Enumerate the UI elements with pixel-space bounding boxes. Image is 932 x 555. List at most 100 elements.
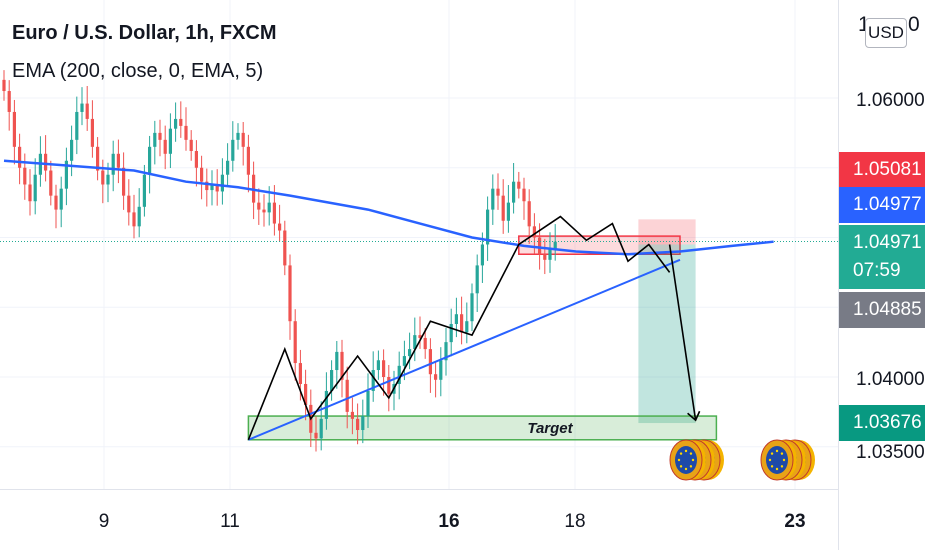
target-price-tag: 1.03676 bbox=[839, 405, 925, 441]
candle-body bbox=[49, 170, 53, 196]
star-icon bbox=[684, 467, 688, 471]
candle-body bbox=[387, 377, 391, 394]
candle-body bbox=[522, 188, 526, 202]
candle-body bbox=[382, 360, 386, 377]
candle-body bbox=[361, 416, 365, 431]
candle-body bbox=[434, 374, 438, 380]
candle-body bbox=[90, 118, 94, 147]
candle-body bbox=[111, 153, 115, 175]
candle-body bbox=[553, 241, 557, 249]
candle-body bbox=[7, 91, 11, 112]
candle-body bbox=[272, 202, 276, 224]
candle-body bbox=[116, 153, 120, 168]
candle-body bbox=[184, 125, 188, 140]
candle-body bbox=[356, 418, 360, 431]
candle-body bbox=[371, 370, 375, 391]
candle-body bbox=[85, 103, 89, 119]
candle-body bbox=[460, 314, 464, 333]
candle-body bbox=[231, 139, 235, 161]
candle-body bbox=[28, 184, 32, 202]
candle-body bbox=[226, 160, 230, 175]
candle-body bbox=[527, 201, 531, 227]
candle-body bbox=[486, 209, 490, 245]
zigzag-pattern bbox=[247, 215, 671, 441]
chart-title[interactable]: Euro / U.S. Dollar, 1h, FXCM bbox=[12, 22, 277, 44]
ema-price-tag: 1.04977 bbox=[839, 187, 925, 223]
time-tick-label: 9 bbox=[99, 511, 110, 532]
candle-body bbox=[319, 418, 323, 439]
candle-body bbox=[158, 132, 162, 140]
candle-body bbox=[179, 118, 183, 126]
star-icon bbox=[775, 449, 779, 453]
indicator-legend[interactable]: EMA (200, close, 0, EMA, 5) bbox=[12, 60, 264, 82]
candle-body bbox=[288, 265, 292, 322]
stop-zone bbox=[638, 219, 696, 245]
star-icon bbox=[689, 452, 693, 455]
countdown-timer: 07:59 bbox=[853, 260, 901, 281]
candle-body bbox=[106, 174, 110, 185]
candle-body bbox=[246, 146, 250, 175]
star-icon bbox=[770, 452, 774, 455]
candle-body bbox=[142, 174, 146, 207]
candle-body bbox=[532, 226, 536, 238]
candle-body bbox=[293, 321, 297, 364]
overlay-lines bbox=[0, 159, 838, 441]
candle-body bbox=[491, 188, 495, 210]
candle-body bbox=[314, 432, 318, 439]
candle-body bbox=[512, 181, 516, 203]
currency-button[interactable]: USD bbox=[865, 18, 907, 48]
candle-body bbox=[413, 335, 417, 350]
candle-body bbox=[496, 188, 500, 196]
candle-body bbox=[350, 411, 354, 419]
candle-body bbox=[324, 390, 328, 419]
candle-body bbox=[397, 365, 401, 384]
candle-body bbox=[517, 181, 521, 189]
price-axis[interactable]: 1 0 1.06000 1.04000 1.03500 bbox=[856, 13, 925, 463]
star-icon bbox=[770, 465, 774, 468]
star-icon bbox=[780, 452, 784, 455]
candle-body bbox=[215, 184, 219, 192]
candle-body bbox=[148, 146, 152, 175]
candle-body bbox=[2, 79, 6, 92]
candle-body bbox=[475, 265, 479, 294]
candle-body bbox=[428, 349, 432, 375]
candle-body bbox=[96, 146, 100, 171]
candle-body bbox=[366, 390, 370, 417]
time-axis[interactable]: 9 11 16 18 23 bbox=[99, 511, 806, 532]
candle-body bbox=[132, 212, 136, 227]
candle-body bbox=[418, 335, 422, 338]
last-price-value: 1.04971 bbox=[853, 232, 922, 253]
candle-body bbox=[64, 160, 68, 189]
candle-body bbox=[163, 139, 167, 154]
last-price-tag: 1.04971 07:59 bbox=[839, 225, 925, 289]
star-icon bbox=[768, 458, 772, 462]
candle-body bbox=[101, 170, 105, 185]
star-icon bbox=[689, 465, 693, 468]
candle-body bbox=[33, 174, 37, 202]
star-icon bbox=[684, 449, 688, 453]
time-tick-label: 11 bbox=[220, 511, 240, 532]
candle-body bbox=[23, 167, 27, 185]
candle-body bbox=[44, 153, 48, 171]
profit-zone bbox=[638, 244, 696, 424]
star-icon bbox=[691, 458, 695, 462]
candle-body bbox=[220, 174, 224, 192]
candle-body bbox=[127, 195, 131, 213]
candle-body bbox=[54, 195, 58, 210]
price-tick-label: 1.03500 bbox=[856, 442, 925, 463]
candle-body bbox=[298, 363, 302, 384]
candle-body bbox=[205, 181, 209, 191]
candle-body bbox=[480, 244, 484, 266]
gray-price-tag: 1.04885 bbox=[839, 292, 925, 328]
arrow-head bbox=[687, 410, 701, 422]
candle-body bbox=[283, 230, 287, 266]
star-icon bbox=[679, 452, 683, 455]
candle-body bbox=[465, 321, 469, 333]
price-tick-partial-right: 0 bbox=[908, 13, 920, 36]
candle-body bbox=[304, 383, 308, 405]
candle-body bbox=[80, 103, 84, 112]
candle-body bbox=[335, 351, 339, 371]
candle-body bbox=[194, 151, 198, 168]
